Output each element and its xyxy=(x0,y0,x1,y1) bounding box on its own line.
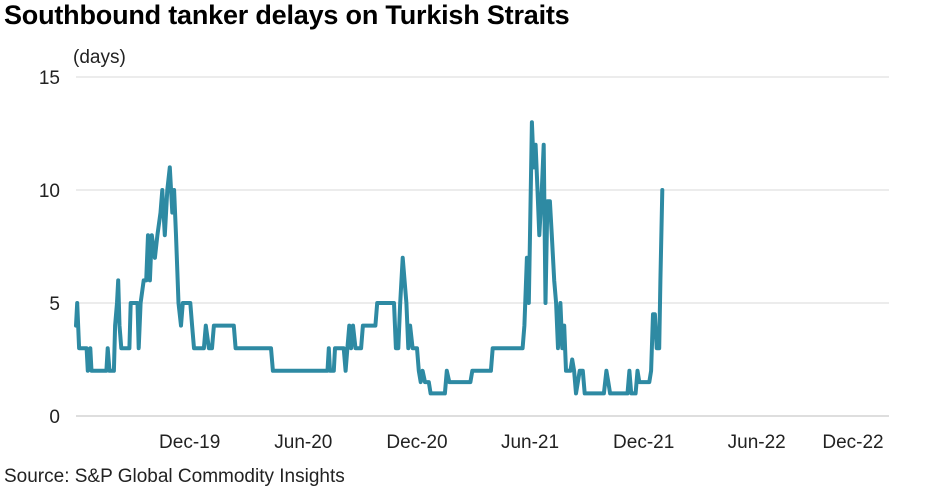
x-tick-label: Jun-21 xyxy=(501,432,559,453)
chart-title: Southbound tanker delays on Turkish Stra… xyxy=(4,0,570,30)
x-tick-label: Dec-21 xyxy=(613,432,674,453)
y-tick-label: 10 xyxy=(39,181,60,202)
y-tick-label: 0 xyxy=(49,407,60,428)
x-tick-label: Jun-20 xyxy=(274,432,332,453)
x-tick-label: Jun-22 xyxy=(728,432,786,453)
x-axis-ticks: Dec-19 Jun-20 Dec-20 Jun-21 Dec-21 Jun-22 Dec-… xyxy=(159,432,884,453)
x-tick-label: Dec-19 xyxy=(159,432,220,453)
y-axis-ticks: 0 5 10 15 xyxy=(39,68,60,428)
x-tick-label: Dec-20 xyxy=(386,432,447,453)
x-tick-label: Dec-22 xyxy=(822,432,883,453)
y-tick-label: 5 xyxy=(49,294,60,315)
source-note: Source: S&P Global Commodity Insights xyxy=(4,466,345,487)
y-tick-label: 15 xyxy=(39,68,60,89)
gridlines xyxy=(76,76,889,417)
series-line xyxy=(74,120,665,396)
y-axis-label: (days) xyxy=(73,47,126,68)
